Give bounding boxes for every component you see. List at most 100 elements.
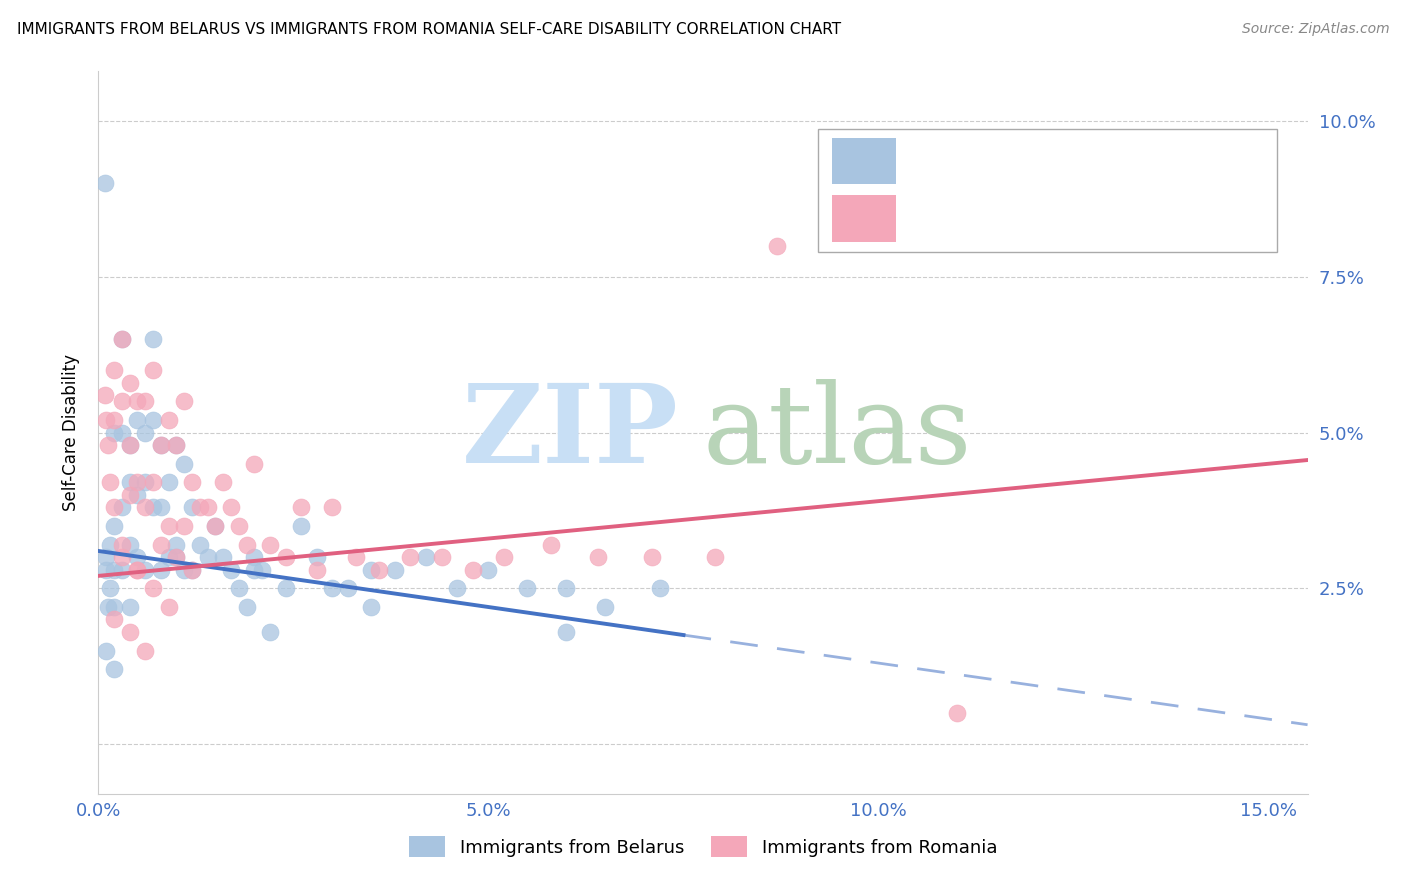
Point [134, 643, 156, 657]
Point [134, 563, 156, 577]
Point [118, 376, 141, 390]
Point [173, 394, 195, 409]
Point [494, 550, 516, 565]
Point [212, 475, 235, 490]
Point [142, 332, 165, 346]
Point [111, 425, 134, 440]
Point [127, 563, 149, 577]
Point [235, 600, 257, 615]
Point [103, 519, 125, 533]
Point [197, 500, 219, 515]
Point [290, 500, 312, 515]
Point [181, 500, 204, 515]
Point [118, 624, 141, 639]
Point [461, 563, 484, 577]
Point [111, 394, 134, 409]
Point [766, 239, 789, 253]
Point [149, 438, 172, 452]
Point [165, 438, 187, 452]
Point [111, 563, 134, 577]
Point [118, 538, 141, 552]
Point [173, 457, 195, 471]
Point [360, 600, 382, 615]
Point [235, 538, 257, 552]
Point [228, 582, 250, 596]
Point [97, 600, 120, 615]
Point [103, 425, 125, 440]
Text: Source: ZipAtlas.com: Source: ZipAtlas.com [1241, 22, 1389, 37]
Point [703, 550, 725, 565]
Point [181, 475, 204, 490]
Point [103, 500, 125, 515]
Point [93, 177, 115, 191]
Point [165, 550, 187, 565]
Point [118, 438, 141, 452]
Point [103, 662, 125, 676]
Point [98, 582, 121, 596]
Point [142, 582, 165, 596]
Point [555, 624, 578, 639]
Point [149, 438, 172, 452]
Point [274, 582, 297, 596]
Point [181, 563, 204, 577]
Point [127, 488, 149, 502]
Point [142, 475, 165, 490]
Text: atlas: atlas [703, 379, 973, 486]
Point [157, 519, 180, 533]
Point [127, 394, 149, 409]
Point [103, 413, 125, 427]
Point [305, 550, 328, 565]
Point [165, 538, 187, 552]
Point [118, 488, 141, 502]
Text: ZIP: ZIP [463, 379, 679, 486]
Point [127, 563, 149, 577]
Point [641, 550, 664, 565]
Point [134, 425, 156, 440]
Point [274, 550, 297, 565]
Point [243, 563, 266, 577]
Point [157, 475, 180, 490]
Point [96, 643, 118, 657]
Point [127, 550, 149, 565]
Point [555, 582, 578, 596]
Point [243, 550, 266, 565]
Text: IMMIGRANTS FROM BELARUS VS IMMIGRANTS FROM ROMANIA SELF-CARE DISABILITY CORRELAT: IMMIGRANTS FROM BELARUS VS IMMIGRANTS FR… [17, 22, 841, 37]
Point [259, 538, 281, 552]
Point [595, 600, 617, 615]
Point [173, 519, 195, 533]
Point [540, 538, 562, 552]
Point [127, 413, 149, 427]
Point [134, 475, 156, 490]
Y-axis label: Self-Care Disability: Self-Care Disability [62, 354, 80, 511]
Point [259, 624, 281, 639]
Point [103, 612, 125, 626]
Point [219, 500, 242, 515]
Point [134, 500, 156, 515]
Point [204, 519, 226, 533]
Point [118, 600, 141, 615]
Point [243, 457, 266, 471]
Point [103, 363, 125, 377]
Point [384, 563, 406, 577]
Point [118, 475, 141, 490]
Point [188, 500, 211, 515]
Point [446, 582, 468, 596]
Point [165, 550, 187, 565]
Point [321, 582, 343, 596]
Point [157, 550, 180, 565]
Point [586, 550, 609, 565]
Point [252, 563, 274, 577]
Point [93, 388, 115, 402]
Point [173, 563, 195, 577]
Point [142, 413, 165, 427]
Point [945, 706, 967, 720]
Point [118, 438, 141, 452]
Point [96, 413, 118, 427]
Point [96, 563, 118, 577]
Point [98, 538, 121, 552]
Point [399, 550, 422, 565]
Point [134, 394, 156, 409]
Point [290, 519, 312, 533]
Point [111, 332, 134, 346]
Point [337, 582, 360, 596]
